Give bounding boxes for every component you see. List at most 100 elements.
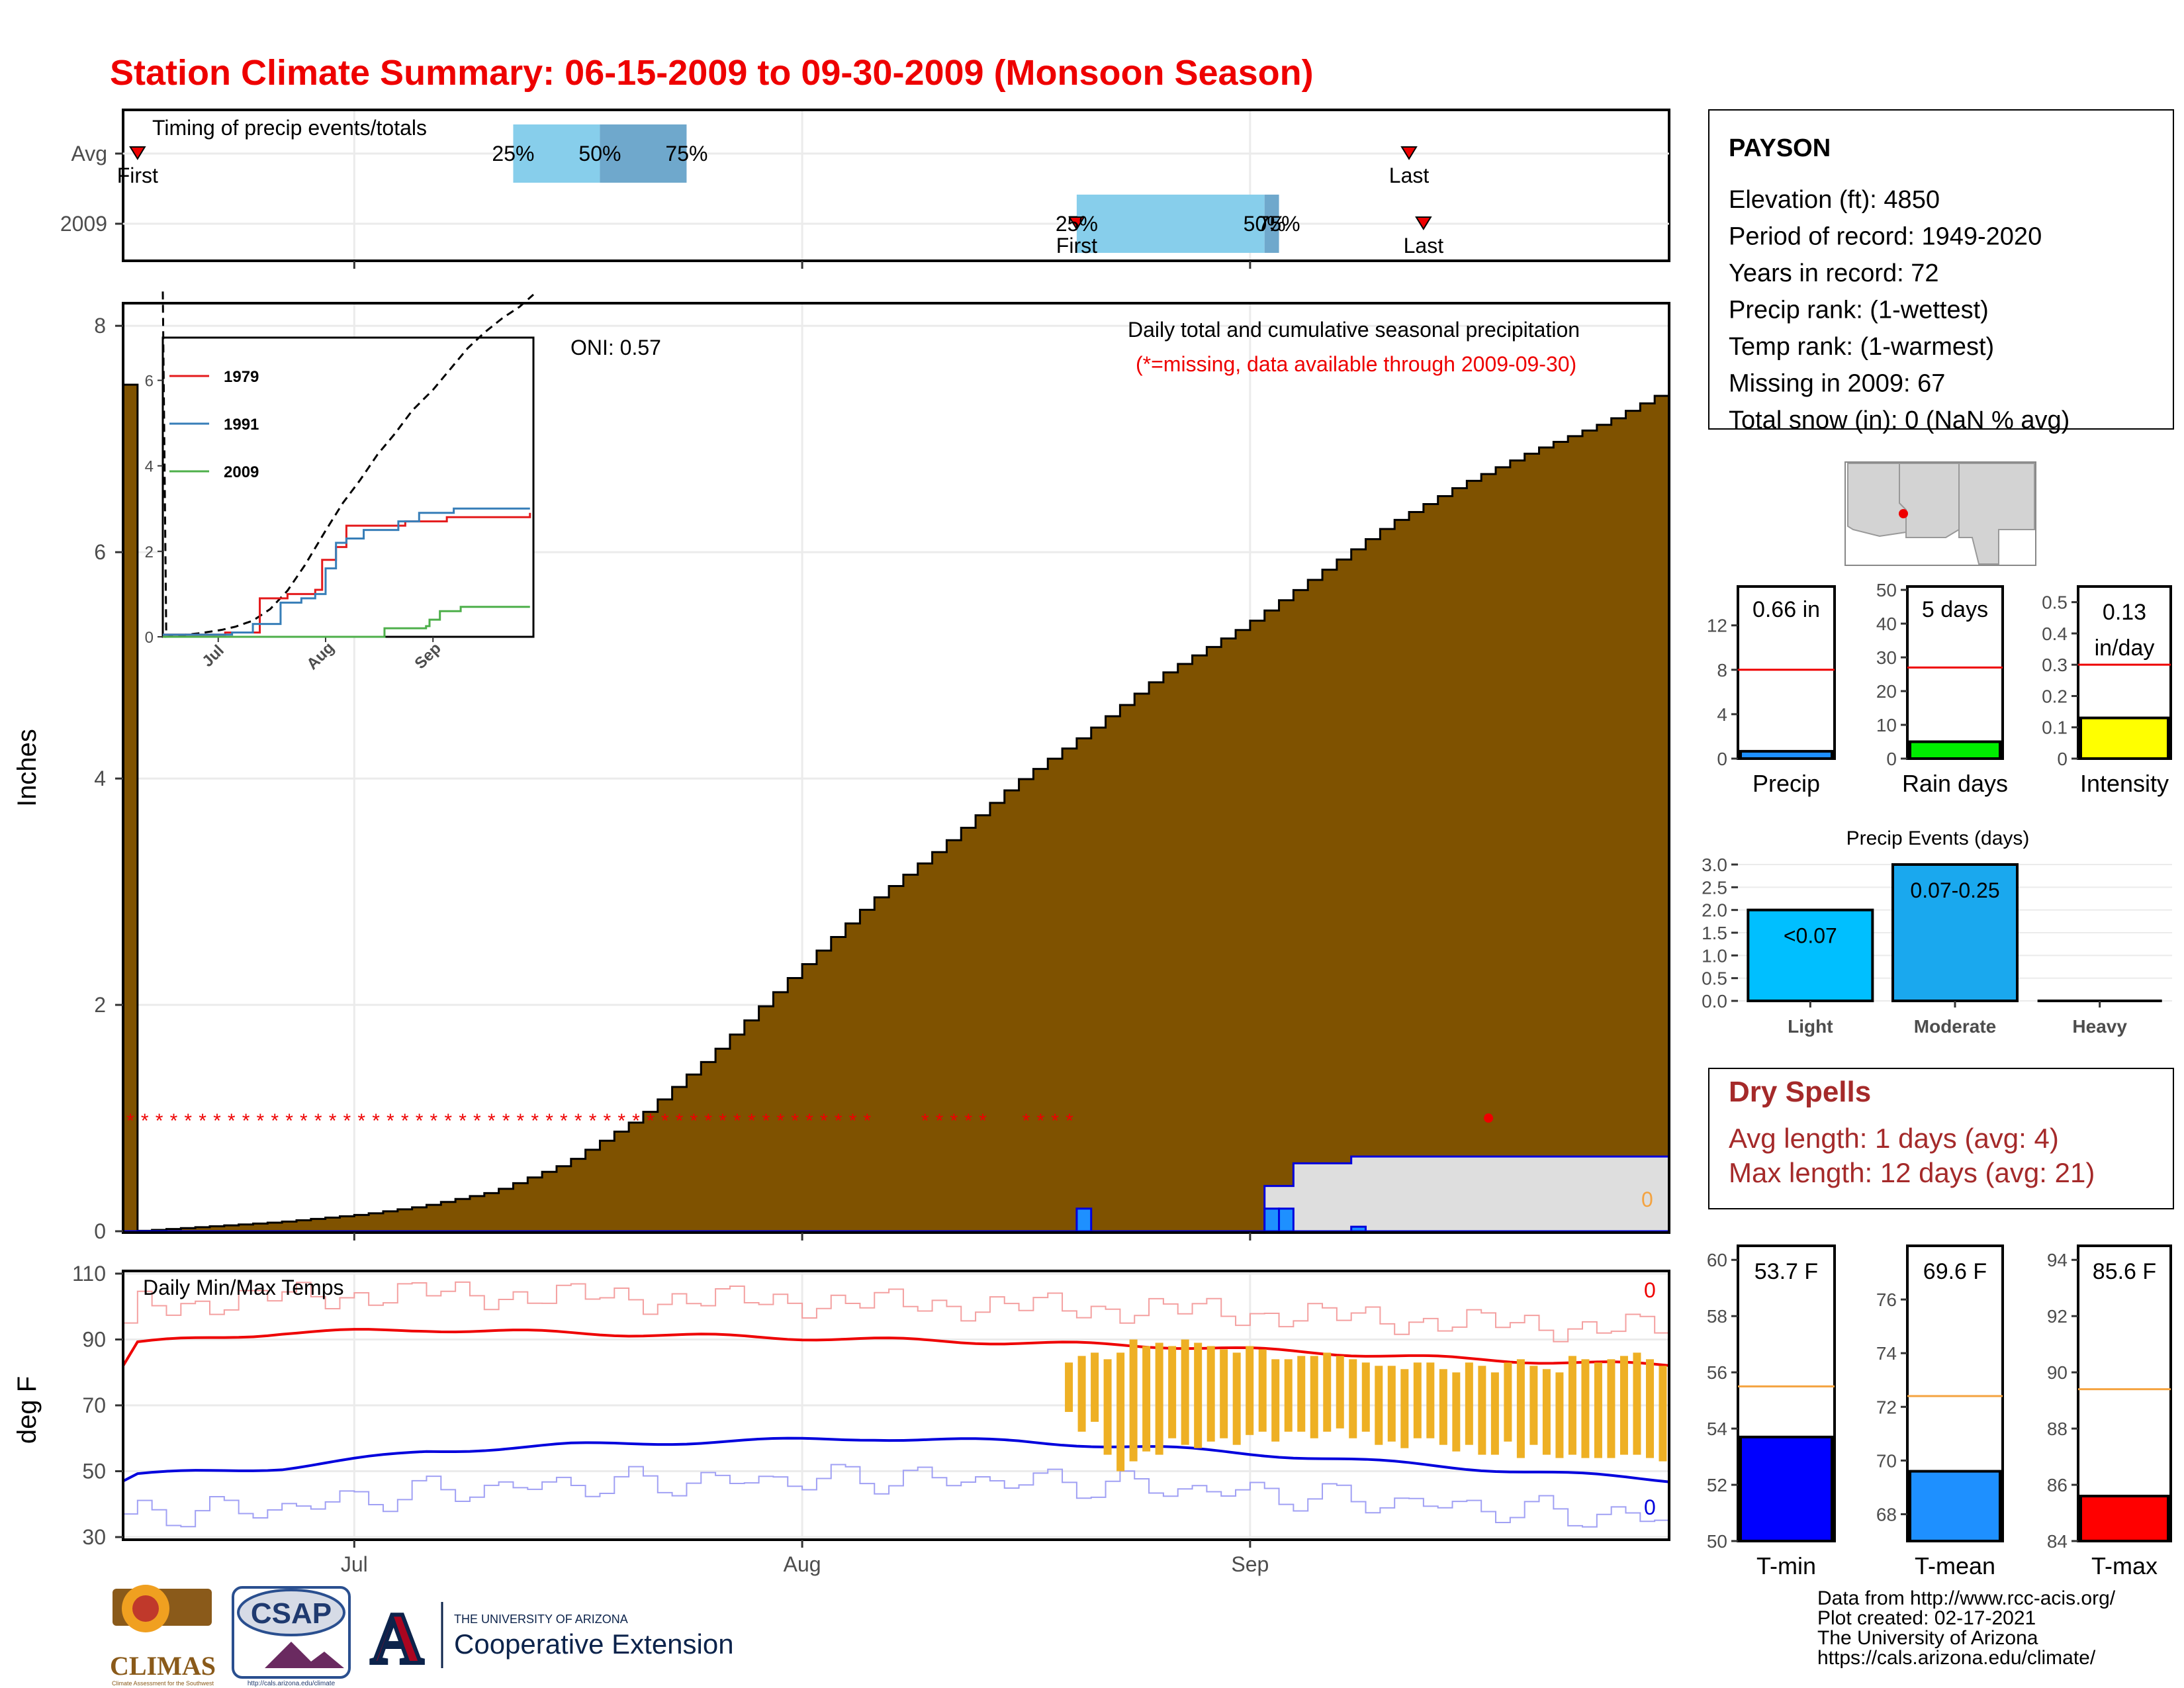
station-info-line: Missing in 2009: 67 (1729, 370, 1945, 398)
daily-temp-range-bar (1465, 1362, 1473, 1445)
station-name: PAYSON (1729, 134, 1831, 162)
tmean-ytick-label: 68 (1876, 1504, 1897, 1524)
daily-temp-range-bar (1284, 1359, 1293, 1432)
events-ytick-label: 1.5 (1702, 923, 1727, 943)
daily-temp-range-bar (1645, 1359, 1654, 1458)
station-info-line: Precip rank: (1-wettest) (1729, 297, 1989, 324)
missing-marker: * (632, 1110, 640, 1132)
missing-marker: * (1066, 1110, 1073, 1132)
event-bar-label: <0.07 (1784, 924, 1837, 948)
cumulative-subtitle: (*=missing, data available through 2009-… (1136, 352, 1576, 376)
timing-row-label: 2009 (60, 212, 107, 236)
daily-temp-range-bar (1077, 1356, 1086, 1432)
daily-temp-range-bar (1168, 1346, 1177, 1438)
inset-ytick-label: 2 (145, 543, 154, 561)
station-info-line: Years in record: 72 (1729, 259, 1939, 287)
temp-ytick-label: 50 (82, 1460, 106, 1483)
inset-legend-label: 2009 (224, 463, 259, 481)
daily-temp-range-bar (1323, 1352, 1332, 1432)
mini-chart-tmean: 68 70 72 74 76 69.6 F T-mean (1876, 1244, 2004, 1579)
mini-chart-tmin: 50 52 54 56 58 60 53.7 F T-min (1707, 1244, 1836, 1579)
missing-marker: * (126, 1110, 134, 1132)
temp-ytick-label: 110 (72, 1262, 106, 1286)
daily-temp-range-bar (1555, 1372, 1564, 1458)
cum-ytick-label: 4 (94, 767, 106, 790)
precip-events-chart: Precip Events (days) 0.00.51.01.52.02.53… (1702, 827, 2172, 1037)
footer-line: The University of Arizona (1817, 1627, 2038, 1649)
temp-right-label-min: 0 (1644, 1495, 1656, 1519)
missing-marker: * (964, 1110, 972, 1132)
rain_days-name-label: Rain days (1902, 770, 2008, 797)
record-tmax-line (123, 1281, 1669, 1342)
intensity-ytick-label: 0.4 (2042, 624, 2068, 644)
daily-temp-range-bar (1478, 1366, 1486, 1455)
missing-marker: * (285, 1110, 293, 1132)
precip_total-bar (1739, 749, 1833, 761)
timing-bar-q25-q50 (1076, 195, 1265, 253)
daily-temp-range-bar (1452, 1372, 1461, 1452)
temp-right-label-max: 0 (1644, 1278, 1656, 1302)
tmin-ytick-label: 52 (1707, 1475, 1727, 1495)
missing-marker: * (502, 1110, 510, 1132)
precip_total-name-label: Precip (1752, 770, 1820, 797)
event-category-label: Moderate (1914, 1016, 1996, 1037)
csap-url: http://cals.arizona.edu/climate (248, 1680, 336, 1687)
daily-temp-range-bar (1310, 1356, 1318, 1438)
mini-chart-rain_days: 0 10 20 30 40 50 5 days Rain days (1876, 580, 2008, 797)
cumulative-frame (122, 302, 1670, 1234)
temp-xtick-label: Sep (1231, 1552, 1269, 1576)
daily-temp-range-bar (1258, 1349, 1267, 1432)
event-category-label: Light (1788, 1016, 1833, 1037)
station-info-box: PAYSON Elevation (ft): 4850 Period of rec… (1708, 109, 2174, 434)
missing-marker: * (748, 1110, 756, 1132)
avg-tmin-line (122, 1436, 1670, 1483)
events-ytick-label: 2.0 (1702, 900, 1727, 921)
event-category-label: Heavy (2072, 1016, 2127, 1037)
timing-quantile-label: 50% (1244, 212, 1286, 236)
daily-temp-range-bar (1091, 1352, 1099, 1422)
missing-marker: * (343, 1110, 351, 1132)
footer-credits: Data from http://www.rcc-acis.org/Plot c… (1817, 1587, 2116, 1669)
inset-frame (161, 336, 535, 638)
daily-temp-range-bar (1297, 1356, 1306, 1432)
daily-temp-range-bar (1426, 1362, 1435, 1438)
tmin-name-label: T-min (1756, 1552, 1816, 1579)
avg-tmax-line (122, 1328, 1670, 1367)
dry-spells-title: Dry Spells (1729, 1076, 1871, 1108)
footer-line: Plot created: 02-17-2021 (1817, 1607, 2036, 1629)
tmin-ytick-label: 54 (1707, 1419, 1727, 1439)
rain_days-ytick-label: 0 (1886, 749, 1897, 769)
missing-marker: * (141, 1110, 149, 1132)
ua-top-text: THE UNIVERSITY OF ARIZONA (454, 1613, 628, 1626)
map-state-east (1958, 463, 2035, 565)
map-state-arizona (1899, 463, 1960, 538)
missing-marker: * (228, 1110, 236, 1132)
timing-bar-q25-q50 (513, 124, 600, 183)
missing-marker-dot (1484, 1113, 1494, 1123)
events-ytick-label: 3.0 (1702, 855, 1727, 875)
daily-temp-range-bar (1659, 1366, 1667, 1462)
tmean-name-label: T-mean (1915, 1552, 1995, 1579)
timing-panel: Avg 2009 Timing of precip events/totals F… (60, 109, 1670, 269)
tmean-value-label: 69.6 F (1923, 1259, 1987, 1284)
tmin-ytick-label: 58 (1707, 1306, 1727, 1327)
timing-label-first: First (117, 164, 158, 187)
daily-temp-range-bar (1194, 1342, 1203, 1448)
missing-marker: * (314, 1110, 322, 1132)
tmax-ytick-label: 94 (2047, 1250, 2068, 1270)
missing-marker: * (329, 1110, 337, 1132)
temp-ytick-label: 90 (82, 1328, 106, 1352)
missing-marker: * (921, 1110, 929, 1132)
dry-spells-max: Max length: 12 days (avg: 21) (1729, 1157, 2095, 1188)
daily-temp-range-bar (1633, 1352, 1641, 1455)
tmin-bar (1739, 1435, 1833, 1543)
missing-marker: * (401, 1110, 409, 1132)
tmean-ytick-label: 72 (1876, 1397, 1897, 1417)
daily-temp-range-bar (1116, 1352, 1125, 1472)
events-ytick-label: 1.0 (1702, 945, 1727, 966)
location-map (1844, 461, 2036, 566)
events-ytick-label: 0.0 (1702, 991, 1727, 1011)
tmax-ytick-label: 84 (2047, 1531, 2068, 1552)
tmean-ytick-label: 74 (1876, 1343, 1897, 1364)
